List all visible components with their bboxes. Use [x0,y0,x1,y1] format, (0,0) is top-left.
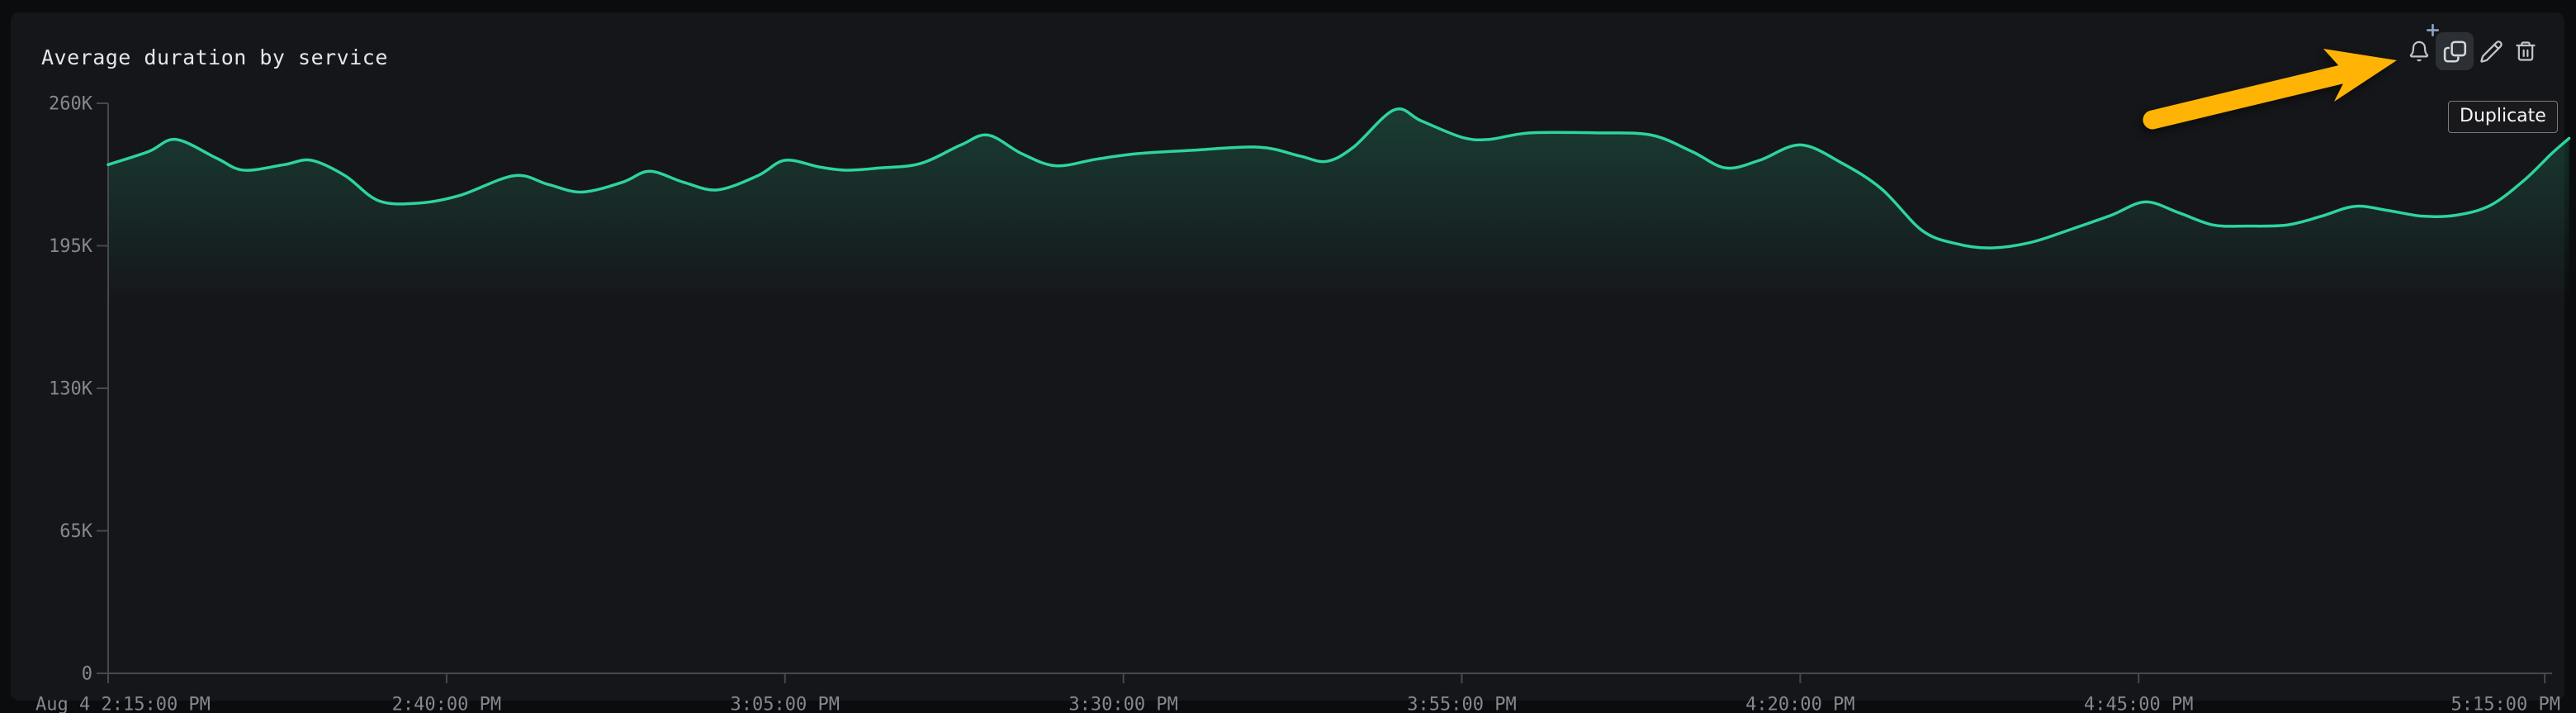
x-tick-label: 5:15:00 PM [2451,695,2560,713]
duplicate-tooltip: Duplicate [2448,101,2558,133]
y-tick-label: 260K [49,94,93,115]
trash-icon [2514,40,2537,63]
add-monitor-button[interactable] [2403,32,2436,70]
x-tick-label: 3:55:00 PM [1407,695,1516,713]
y-tick-label: 0 [82,664,92,685]
y-tick-label: 195K [49,236,93,257]
x-tick-label: Aug 4 2:15:00 PM [36,695,211,713]
y-tick-label: 130K [49,379,93,400]
pencil-icon [2479,40,2503,64]
edit-button[interactable] [2474,32,2508,70]
panel-toolbar [2403,26,2543,77]
delete-button[interactable] [2508,32,2543,70]
y-tick-label: 65K [59,521,92,542]
x-tick-label: 3:05:00 PM [731,695,840,713]
x-tick-label: 4:20:00 PM [1745,695,1854,713]
bell-icon [2408,39,2431,64]
x-tick-label: 3:30:00 PM [1068,695,1177,713]
x-tick-label: 2:40:00 PM [392,695,501,713]
duplicate-icon [2442,39,2468,64]
duplicate-button[interactable] [2436,32,2474,70]
x-tick-label: 4:45:00 PM [2084,695,2193,713]
series-area-fill [108,109,2569,673]
line-chart[interactable]: 0 65K 130K 195K 260K Aug 4 2:15:00 PM 2:40:00 … [11,12,2576,713]
